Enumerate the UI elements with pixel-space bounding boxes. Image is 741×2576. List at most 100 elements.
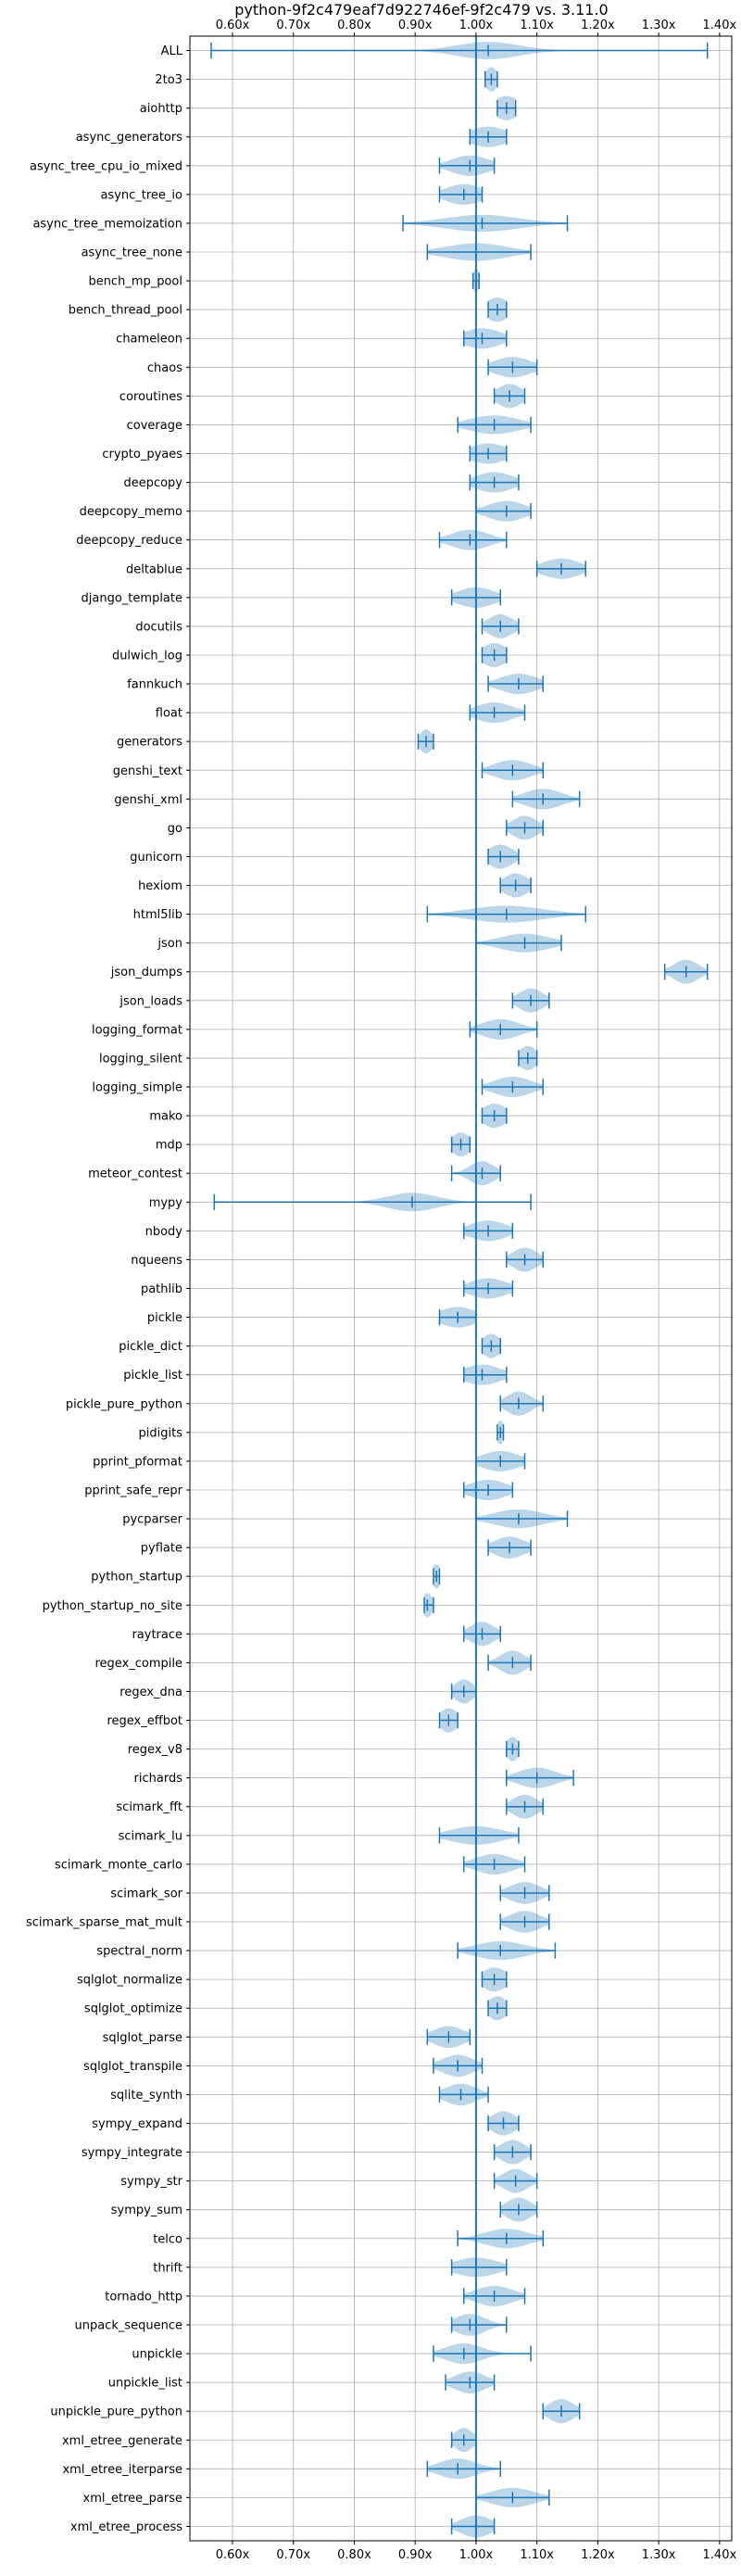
violin-scimark_sor <box>499 1882 550 1904</box>
y-tick-label: logging_silent <box>99 1052 182 1066</box>
y-tick-label: scimark_sor <box>110 1887 182 1900</box>
x-tick-label-bottom: 0.60x <box>216 2548 250 2562</box>
y-tick-label: scimark_sparse_mat_mult <box>26 1916 182 1930</box>
y-tick-label: json_loads <box>119 994 182 1008</box>
violin-coverage <box>457 415 532 435</box>
violin-sqlglot_transpile <box>433 2054 484 2077</box>
x-tick-label-bottom: 0.70x <box>276 2548 310 2562</box>
y-tick-label: sympy_sum <box>111 2203 182 2217</box>
violin-chaos <box>487 357 538 378</box>
y-tick-label: pickle_pure_python <box>66 1397 182 1411</box>
violins <box>210 36 709 2541</box>
y-tick-label: async_tree_io <box>100 188 182 202</box>
y-tick-label: mdp <box>156 1139 182 1153</box>
x-tick-label-bottom: 1.10x <box>520 2548 554 2562</box>
violin-pickle_list <box>463 1364 508 1385</box>
violin-nbody <box>463 1220 514 1242</box>
y-tick-label: sqlglot_transpile <box>83 2060 182 2074</box>
violin-xml_etree_process <box>450 2515 496 2538</box>
y-tick-label: sympy_expand <box>92 2117 182 2131</box>
violin-ALL <box>210 42 709 59</box>
y-tick-label: pprint_pformat <box>93 1455 182 1469</box>
violin-regex_compile <box>487 1650 532 1675</box>
y-tick-label: raytrace <box>132 1628 182 1642</box>
violin-xml_etree_iterparse <box>426 2458 501 2480</box>
violin-python_startup_no_site <box>423 1593 434 1618</box>
y-tick-label: pycparser <box>122 1513 182 1527</box>
y-tick-label: fannkuch <box>127 678 182 692</box>
y-tick-label: html5lib <box>133 908 182 922</box>
violin-sympy_str <box>493 2168 538 2193</box>
y-tick-label: json_dumps <box>110 966 182 979</box>
violin-html5lib <box>426 905 586 923</box>
y-tick-label: async_tree_memoization <box>32 217 182 231</box>
x-tick-label-bottom: 1.00x <box>459 2548 494 2562</box>
violin-sympy_sum <box>499 2197 538 2222</box>
violin-async_tree_io <box>438 183 484 205</box>
violin-richards <box>506 1767 574 1788</box>
violin-scimark_sparse_mat_mult <box>499 1911 550 1933</box>
violin-json <box>475 933 562 953</box>
violin-unpickle <box>433 2342 532 2365</box>
y-tick-label: logging_format <box>92 1023 182 1037</box>
violin-scimark_fft <box>506 1794 544 1819</box>
violin-deepcopy_memo <box>475 500 532 522</box>
x-tick-label-bottom: 1.20x <box>581 2548 615 2562</box>
violin-bench_thread_pool <box>487 297 508 322</box>
violin-tornado_http <box>463 2285 526 2307</box>
violin-deepcopy <box>469 472 520 493</box>
violin-python_startup <box>433 1564 441 1589</box>
x-tick-label-bottom: 1.40x <box>703 2548 737 2562</box>
violin-sqlglot_parse <box>426 2026 471 2049</box>
violin-scimark_monte_carlo <box>463 1853 526 1875</box>
x-tick-label-bottom: 0.90x <box>398 2548 433 2562</box>
y-tick-label: nbody <box>145 1225 183 1239</box>
y-tick-label: async_tree_cpu_io_mixed <box>30 159 182 173</box>
violin-regex_effbot <box>438 1708 458 1733</box>
y-tick-label: sqlglot_parse <box>103 2031 182 2045</box>
y-tick-label: aiohttp <box>140 102 182 116</box>
y-tick-label: pathlib <box>141 1282 182 1296</box>
violin-2to3 <box>484 67 498 92</box>
violin-chameleon <box>463 328 508 349</box>
y-tick-label: regex_compile <box>94 1657 182 1671</box>
violin-genshi_xml <box>511 789 581 810</box>
x-tick-label-top: 1.20x <box>581 19 615 32</box>
y-tick-label: bench_mp_pool <box>88 275 182 289</box>
violin-pickle_pure_python <box>499 1391 544 1416</box>
y-tick-label: regex_v8 <box>128 1743 182 1757</box>
y-tick-label: unpickle_list <box>108 2377 182 2391</box>
violin-genshi_text <box>481 760 544 781</box>
y-tick-label: pickle_dict <box>119 1340 182 1354</box>
violin-xml_etree_parse <box>475 2487 550 2507</box>
y-tick-label: regex_dna <box>119 1686 182 1699</box>
violin-gunicorn <box>487 844 520 869</box>
x-tick-label-top: 0.80x <box>337 19 371 32</box>
violin-pidigits <box>496 1420 505 1445</box>
y-tick-label: mypy <box>149 1196 183 1210</box>
violin-mypy <box>213 1193 532 1212</box>
y-tick-label: pickle_list <box>123 1369 182 1383</box>
violin-generators <box>417 729 434 754</box>
plot-frame <box>189 35 733 2542</box>
x-tick-label-top: 1.30x <box>642 19 676 32</box>
violin-unpickle_list <box>445 2371 496 2393</box>
violin-regex_dna <box>450 1679 477 1704</box>
violin-nqueens <box>506 1247 544 1272</box>
x-tick-label-top: 0.90x <box>398 19 433 32</box>
violin-pyflate <box>487 1536 532 1559</box>
x-tick-label-top: 0.70x <box>276 19 310 32</box>
y-tick-label: richards <box>134 1772 183 1786</box>
violin-pickle <box>438 1307 477 1328</box>
y-tick-label: go <box>168 822 182 836</box>
y-tick-label: bench_thread_pool <box>69 304 182 318</box>
violin-pycparser <box>475 1509 569 1529</box>
y-tick-label: json <box>157 937 182 951</box>
y-tick-label: spectral_norm <box>96 1945 182 1959</box>
violin-async_tree_none <box>426 243 532 261</box>
violin-go <box>506 815 544 840</box>
y-tick-label: hexiom <box>138 879 182 893</box>
x-tick-label-bottom: 0.80x <box>337 2548 371 2562</box>
y-tick-label: xml_etree_parse <box>83 2492 182 2506</box>
